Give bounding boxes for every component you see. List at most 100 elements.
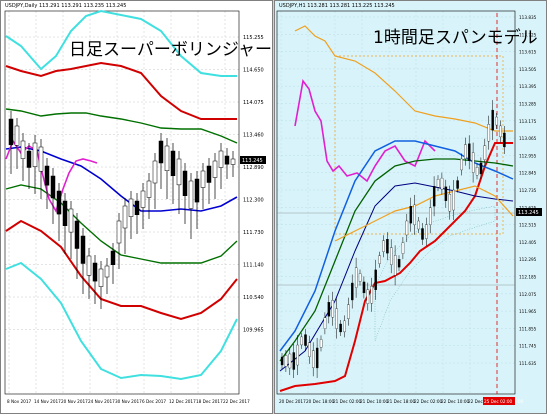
lower-band-3 (5, 261, 238, 381)
price-axis-label: 113.065 (519, 136, 537, 141)
span-low-line (334, 185, 514, 242)
candle-body (74, 220, 80, 249)
span-b-line (279, 142, 513, 392)
candle-body (354, 267, 358, 288)
candle-body (122, 205, 128, 229)
candle-body (62, 200, 68, 226)
daily-chart-svg[interactable]: 115.255 114.650 114.075 113.460 112.890 112.3… (1, 1, 273, 414)
candle-body (366, 289, 370, 304)
candle-body (417, 220, 420, 230)
price-axis-label: 112.295 (519, 257, 537, 262)
price-axis-label: 111.855 (519, 326, 537, 331)
date-axis-label: 30 Nov 2017 (115, 399, 142, 404)
candle-body (304, 334, 307, 346)
candle-body (200, 170, 206, 188)
current-price-box (516, 208, 542, 216)
candle-body (86, 255, 92, 276)
candle-body (456, 180, 459, 189)
upper-band-1 (5, 108, 238, 144)
upper-band-3 (5, 9, 237, 77)
price-axis-label: 112.405 (519, 240, 537, 245)
span-high-line (294, 25, 513, 132)
candle-body (188, 180, 194, 209)
plot-area-border (4, 10, 240, 395)
candle-body (444, 186, 448, 201)
price-axis-label: 113.725 (519, 32, 537, 37)
candle-body (38, 146, 44, 172)
date-axis-label: 21 Dec 18:00 (387, 399, 415, 404)
candle-body (347, 304, 350, 319)
candle-body (358, 273, 362, 282)
candle-body (464, 144, 467, 159)
candle-body (110, 250, 116, 265)
daily-chart-window[interactable]: USDJPY,Daily 113.291 113.291 113.235 113… (0, 0, 273, 414)
candle-body (401, 242, 405, 254)
candle-body (436, 178, 440, 188)
hourly-chart-window[interactable]: USDJPY,H1 113.281 113.281 113.225 113.24… (274, 0, 547, 414)
price-axis-label: 112.890 (243, 165, 264, 171)
range-box (334, 55, 504, 235)
candle-body (140, 190, 146, 208)
candle-body (440, 177, 444, 190)
price-axis-label: 112.300 (243, 198, 264, 204)
candle-body (44, 165, 50, 186)
candle-body (206, 165, 212, 183)
price-axis-label: 113.285 (519, 102, 537, 107)
price-axis-label: 112.625 (519, 205, 537, 210)
hourly-chart-svg[interactable]: 113.835 113.725 113.615 113.505 113.395 113.2… (275, 1, 547, 414)
price-axis-label: 112.845 (519, 171, 537, 176)
date-axis-label: 20 Dec 2017 (279, 399, 306, 404)
candle-body (26, 150, 32, 168)
candle-body (429, 207, 432, 225)
price-axis-label: 111.635 (519, 361, 537, 366)
candle-body (218, 150, 224, 168)
candle-body (471, 152, 475, 173)
candle-body (405, 220, 409, 236)
candle-body (351, 282, 354, 301)
candle-body (224, 155, 230, 165)
candle-body (182, 170, 188, 196)
candle-body (421, 228, 424, 240)
candle-body (393, 255, 397, 276)
candle-body (116, 220, 122, 244)
candle-body (382, 240, 385, 252)
candle-body (152, 160, 158, 184)
hourly-chart-header: USDJPY,H1 113.281 113.281 113.225 113.24… (279, 3, 395, 9)
date-axis-label: 8 Nov 2017 (7, 399, 31, 404)
candle-body (319, 339, 323, 348)
candle-body (339, 323, 342, 333)
candle-body (409, 206, 413, 224)
candle-body (280, 356, 284, 366)
candle-body (448, 194, 452, 212)
date-axis-label: 21 Dec 10:00 (360, 399, 388, 404)
candle-body (413, 204, 416, 226)
price-axis-label: 113.460 (243, 133, 264, 139)
candle-body (327, 302, 331, 317)
price-axis-label: 112.735 (519, 188, 537, 193)
candle-body (487, 124, 491, 142)
candle-body (292, 352, 296, 370)
candle-body (158, 140, 164, 164)
highlight-date-label: 25 Dec 02:00 (484, 399, 512, 404)
candle-body (20, 140, 26, 159)
candle-body (308, 342, 311, 357)
price-axis-label: 112.185 (519, 275, 537, 280)
candle-body (374, 269, 377, 291)
current-price-label: 113.245 (242, 158, 263, 164)
price-axis-label: 113.395 (519, 84, 537, 89)
date-axis-label: 14 Nov 2017 (34, 399, 61, 404)
candle-body (212, 160, 218, 178)
candle-body (386, 239, 389, 254)
span-a-line (279, 158, 514, 362)
current-price-label: 113.245 (518, 210, 539, 216)
candle-body (312, 350, 315, 368)
candle-body (170, 150, 176, 176)
price-axis-label: 109.965 (243, 328, 264, 334)
candle-body (397, 259, 401, 268)
price-axis-label: 111.745 (519, 344, 537, 349)
current-price-box (240, 156, 266, 164)
price-axis-label: 111.140 (243, 263, 264, 269)
candle-body (315, 347, 319, 369)
date-axis-label: 22 Dec 18:00 (468, 399, 496, 404)
candle-body (8, 118, 14, 146)
